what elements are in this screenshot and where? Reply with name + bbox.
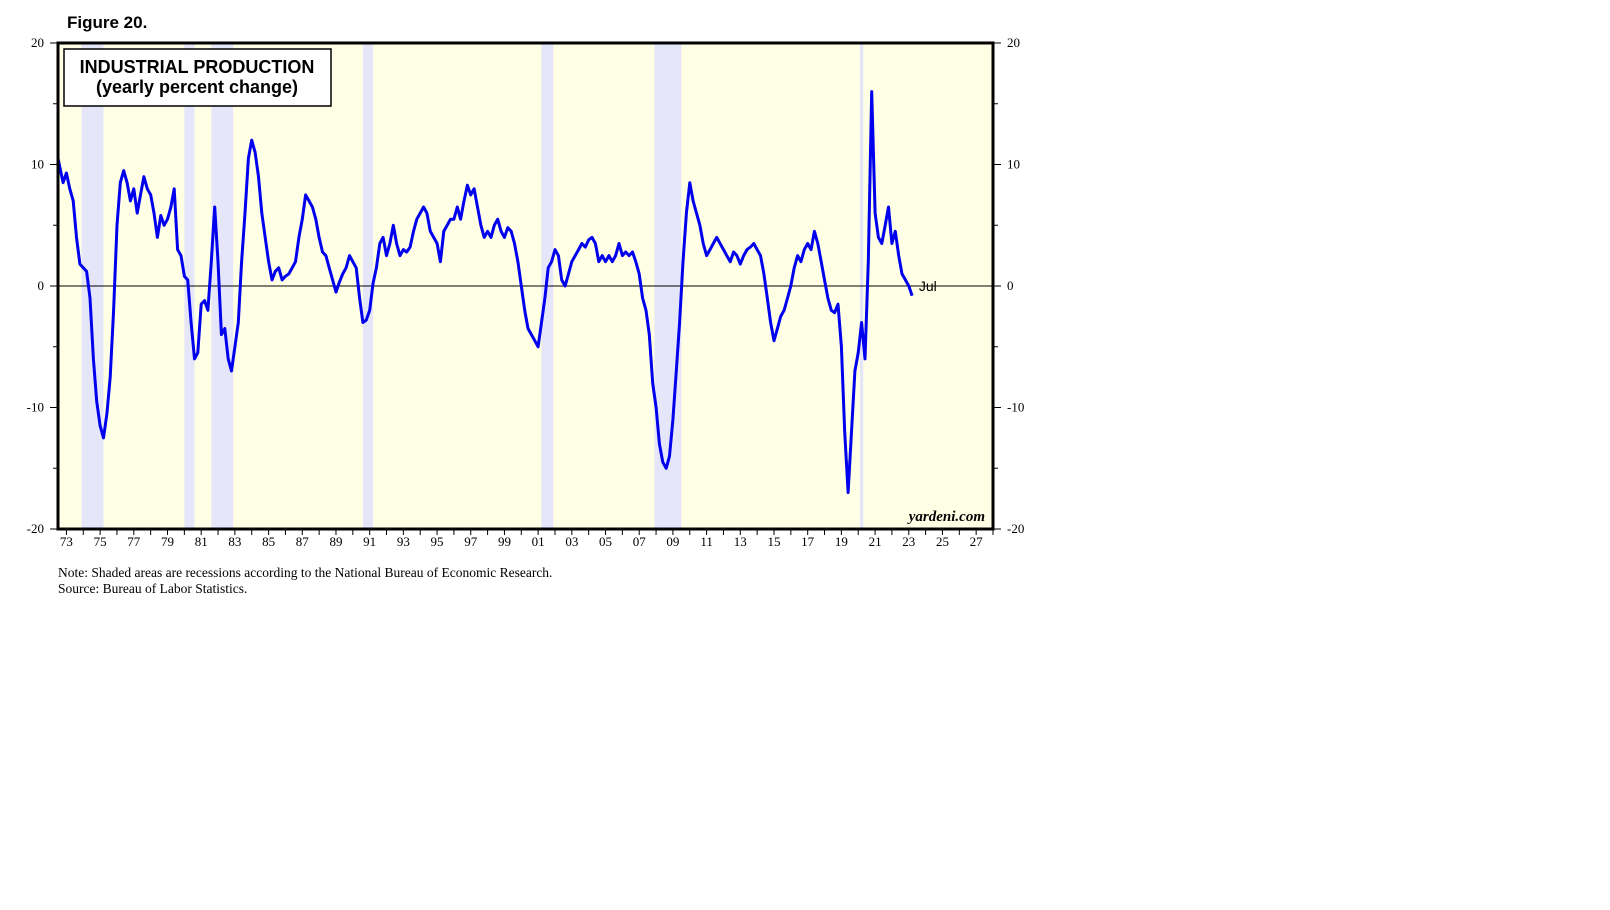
- x-tick-label: 17: [801, 534, 815, 549]
- x-tick-label: 85: [262, 534, 275, 549]
- x-tick-label: 79: [161, 534, 174, 549]
- watermark: yardeni.com: [907, 509, 985, 525]
- x-tick-label: 11: [700, 534, 713, 549]
- x-tick-label: 05: [599, 534, 612, 549]
- x-tick-label: 95: [431, 534, 444, 549]
- x-tick-label: 07: [633, 534, 647, 549]
- y-tick-label: 10: [1007, 157, 1020, 172]
- y-tick-label: -20: [1007, 521, 1024, 536]
- source-note: Source: Bureau of Labor Statistics.: [58, 581, 248, 596]
- x-tick-label: 19: [835, 534, 848, 549]
- x-tick-label: 13: [734, 534, 747, 549]
- x-tick-label: 09: [666, 534, 679, 549]
- notes: Note: Shaded areas are recessions accord…: [58, 565, 552, 597]
- recession-note: Note: Shaded areas are recessions accord…: [58, 565, 553, 580]
- x-tick-label: 99: [498, 534, 511, 549]
- x-tick-label: 77: [127, 534, 141, 549]
- x-tick-label: 93: [397, 534, 410, 549]
- y-tick-label: 20: [31, 35, 44, 50]
- x-tick-label: 01: [532, 534, 545, 549]
- x-tick-label: 97: [464, 534, 478, 549]
- x-tick-label: 25: [936, 534, 949, 549]
- x-tick-label: 27: [970, 534, 984, 549]
- x-tick-label: 83: [228, 534, 241, 549]
- y-tick-label: 20: [1007, 35, 1020, 50]
- x-tick-label: 21: [869, 534, 882, 549]
- y-axis-right: -20 -10 0 10 20: [993, 35, 1024, 536]
- annotation-jul: Jul: [919, 278, 937, 294]
- y-axis-left: -20 -10 0 10 20: [27, 35, 58, 536]
- title-box: [63, 48, 332, 107]
- series-line: [56, 90, 914, 495]
- x-tick-label: 23: [902, 534, 915, 549]
- x-tick-label: 89: [329, 534, 342, 549]
- y-tick-label: -10: [1007, 400, 1024, 415]
- y-tick-label: -20: [27, 521, 44, 536]
- x-tick-label: 03: [565, 534, 578, 549]
- chart-title: INDUSTRIAL PRODUCTION: [80, 57, 315, 77]
- x-tick-label: 73: [60, 534, 73, 549]
- x-tick-label: 91: [363, 534, 376, 549]
- y-tick-label: 10: [31, 157, 44, 172]
- figure-label: Figure 20.: [67, 13, 148, 32]
- y-tick-label: 0: [1007, 278, 1014, 293]
- y-tick-label: 0: [38, 278, 45, 293]
- x-tick-label: 81: [195, 534, 208, 549]
- x-axis: 73 75 77 79 81 83 85 87 89 91 93 95 97 99 01 03 05 07 09 11…: [60, 529, 994, 549]
- x-tick-label: 75: [94, 534, 107, 549]
- chart-subtitle: (yearly percent change): [96, 77, 298, 97]
- x-tick-label: 15: [767, 534, 780, 549]
- x-tick-label: 87: [296, 534, 310, 549]
- y-tick-label: -10: [27, 400, 44, 415]
